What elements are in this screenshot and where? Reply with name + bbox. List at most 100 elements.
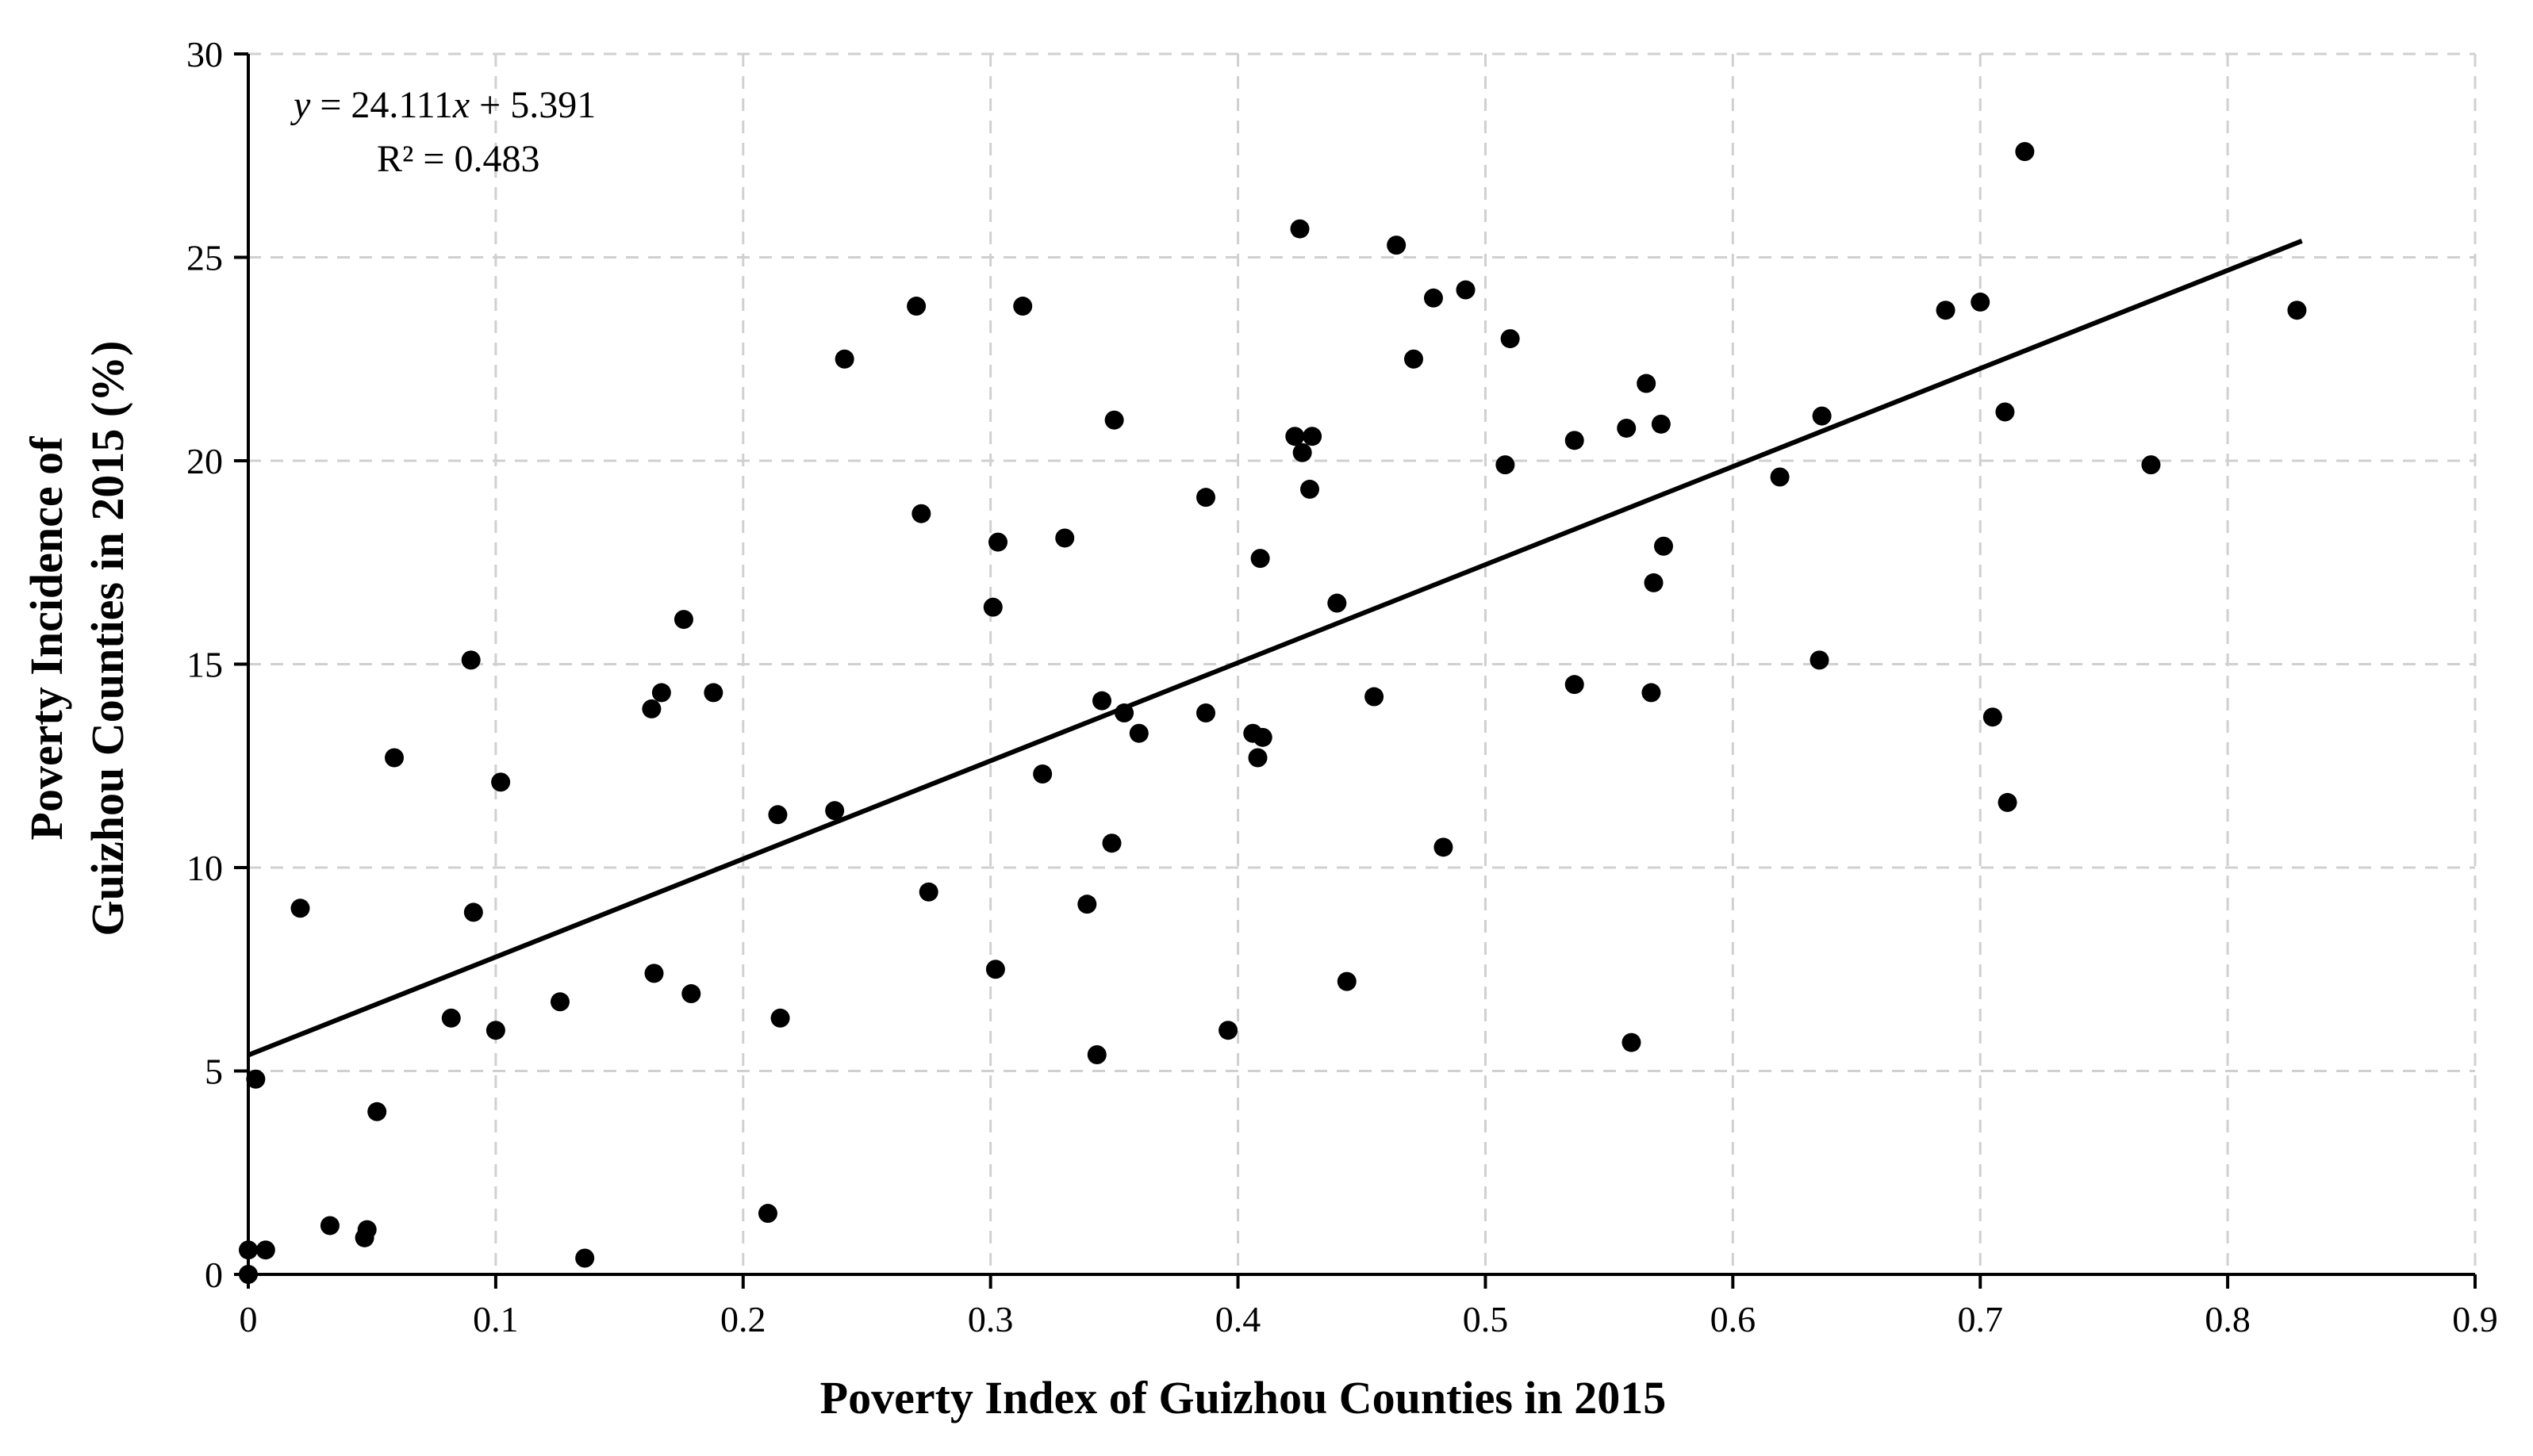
data-point <box>651 683 671 703</box>
x-tick-label: 0.9 <box>2452 1299 2498 1339</box>
data-point <box>1115 703 1134 723</box>
data-point <box>385 748 405 768</box>
data-point <box>985 960 1005 979</box>
data-point <box>911 504 931 523</box>
y-tick-label: 0 <box>205 1255 223 1295</box>
data-point <box>1196 488 1216 508</box>
data-point <box>1219 1021 1238 1040</box>
r-squared-label: R² = 0.483 <box>377 138 539 180</box>
data-point <box>1292 443 1312 462</box>
tick-labels: 0 0.1 0.2 0.3 0.4 0.5 0.6 0.7 0.8 0.9 0 5 10 15 20 25 30 <box>186 34 2498 1339</box>
data-point <box>919 882 938 902</box>
data-point <box>1456 280 1476 300</box>
data-point <box>367 1102 387 1121</box>
data-point <box>1651 414 1671 434</box>
data-point <box>1998 792 2017 812</box>
y-tick-label: 10 <box>186 848 223 888</box>
data-point <box>1500 329 1520 349</box>
y-tick-label: 5 <box>205 1052 223 1092</box>
data-point <box>2141 455 2161 475</box>
data-point <box>357 1220 377 1240</box>
x-axis-title: Poverty Index of Guizhou Counties in 201… <box>820 1372 1667 1423</box>
data-point <box>255 1240 275 1260</box>
data-point <box>461 650 481 670</box>
data-point <box>1300 479 1320 499</box>
data-point <box>1129 723 1149 743</box>
data-point <box>835 349 854 369</box>
x-tick-label: 0.4 <box>1215 1299 1261 1339</box>
data-point <box>1995 402 2015 422</box>
axes <box>234 52 2477 1289</box>
x-tick-label: 0 <box>240 1299 258 1339</box>
y-tick-label: 20 <box>186 441 223 481</box>
x-tick-label: 0.1 <box>473 1299 519 1339</box>
data-point <box>1982 707 2002 727</box>
trendline-group <box>247 239 2303 1058</box>
data-point <box>1250 549 1270 569</box>
data-point <box>1013 297 1033 316</box>
data-point <box>1327 593 1347 613</box>
data-point <box>825 801 845 821</box>
data-point <box>550 992 570 1012</box>
data-point <box>1622 1033 1641 1052</box>
data-point <box>239 1240 258 1260</box>
data-point <box>704 683 723 703</box>
y-tick-label: 30 <box>186 34 223 75</box>
data-point <box>1087 1044 1107 1064</box>
data-point <box>491 772 511 792</box>
data-point <box>1423 288 1443 308</box>
y-axis-title-line-1: Poverty Incidence of <box>21 436 72 841</box>
data-point <box>681 984 701 1004</box>
data-point <box>1495 455 1515 475</box>
data-point <box>758 1204 777 1224</box>
x-tick-label: 0.5 <box>1463 1299 1509 1339</box>
data-point <box>463 902 483 922</box>
data-point <box>441 1008 461 1028</box>
trendline-equation: y = 24.111x + 5.391 <box>290 84 596 126</box>
data-point <box>1248 748 1268 768</box>
y-tick-label: 25 <box>186 238 223 278</box>
data-point <box>770 1008 790 1028</box>
x-tick-label: 0.6 <box>1710 1299 1756 1339</box>
trendline <box>247 239 2303 1058</box>
x-tick-label: 0.2 <box>720 1299 766 1339</box>
data-point <box>1196 703 1216 723</box>
data-point <box>1290 219 1310 239</box>
data-point <box>290 899 310 918</box>
data-point <box>642 699 662 718</box>
data-point <box>1654 536 1674 556</box>
x-tick-label: 0.7 <box>1957 1299 2003 1339</box>
y-tick-label: 15 <box>186 645 223 685</box>
data-point <box>1303 427 1322 446</box>
data-point <box>1433 837 1453 857</box>
data-point <box>1971 292 1990 312</box>
data-point <box>2287 301 2307 320</box>
data-point <box>644 964 664 983</box>
data-point <box>320 1216 340 1236</box>
y-axis-title-line-2: Guizhou Counties in 2015 (%) <box>82 341 133 937</box>
data-point <box>1364 687 1384 707</box>
data-point <box>1770 467 1790 487</box>
data-point <box>988 532 1008 552</box>
x-tick-label: 0.3 <box>968 1299 1014 1339</box>
data-point <box>1403 349 1423 369</box>
data-point <box>485 1021 505 1040</box>
data-point <box>907 297 927 316</box>
data-point <box>1104 410 1124 430</box>
data-point <box>1564 431 1584 450</box>
data-point <box>1387 236 1407 255</box>
data-point <box>1092 691 1112 711</box>
data-point <box>1936 301 1955 320</box>
data-point <box>1285 427 1305 446</box>
data-point <box>674 610 693 630</box>
data-points <box>239 142 2307 1284</box>
data-point <box>1055 528 1075 548</box>
x-tick-label: 0.8 <box>2205 1299 2251 1339</box>
data-point <box>1102 833 1122 853</box>
data-point <box>2015 142 2035 162</box>
data-point <box>1637 374 1656 393</box>
data-point <box>246 1069 266 1089</box>
data-point <box>1337 971 1357 991</box>
